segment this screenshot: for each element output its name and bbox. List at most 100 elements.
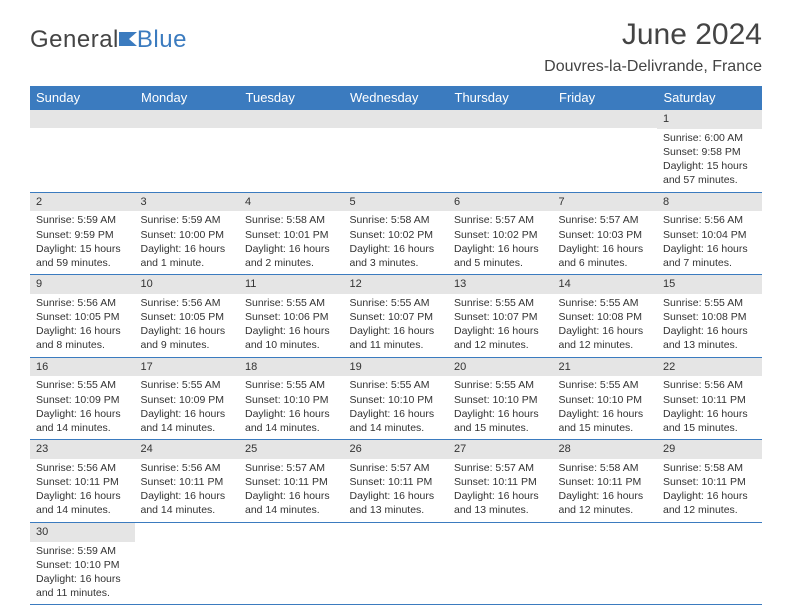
sunset-line: Sunset: 10:08 PM: [559, 310, 652, 324]
sunrise-line: Sunrise: 5:56 AM: [663, 213, 756, 227]
day-details: Sunrise: 5:55 AMSunset: 10:07 PMDaylight…: [344, 294, 449, 357]
weekday-header: Monday: [135, 86, 240, 110]
flag-icon: [117, 29, 139, 52]
daylight-line: Daylight: 16 hours and 15 minutes.: [559, 407, 652, 435]
day-details: Sunrise: 5:57 AMSunset: 10:11 PMDaylight…: [239, 459, 344, 522]
calendar-day-cell: 28Sunrise: 5:58 AMSunset: 10:11 PMDaylig…: [553, 440, 658, 523]
daylight-line: Daylight: 16 hours and 12 minutes.: [663, 489, 756, 517]
sunset-line: Sunset: 9:58 PM: [663, 145, 756, 159]
calendar-day-cell: 15Sunrise: 5:55 AMSunset: 10:08 PMDaylig…: [657, 275, 762, 358]
day-number: 5: [344, 193, 449, 212]
calendar-empty-cell: [135, 110, 240, 193]
calendar-day-cell: 17Sunrise: 5:55 AMSunset: 10:09 PMDaylig…: [135, 357, 240, 440]
weekday-header: Wednesday: [344, 86, 449, 110]
calendar-week-row: 23Sunrise: 5:56 AMSunset: 10:11 PMDaylig…: [30, 440, 762, 523]
calendar-empty-cell: [448, 110, 553, 193]
sunrise-line: Sunrise: 5:55 AM: [454, 378, 547, 392]
sunrise-line: Sunrise: 5:55 AM: [454, 296, 547, 310]
day-details: Sunrise: 5:58 AMSunset: 10:11 PMDaylight…: [657, 459, 762, 522]
day-number: 3: [135, 193, 240, 212]
calendar-table: SundayMondayTuesdayWednesdayThursdayFrid…: [30, 86, 762, 605]
sunset-line: Sunset: 10:09 PM: [36, 393, 129, 407]
calendar-empty-cell: [553, 522, 658, 605]
sunrise-line: Sunrise: 5:56 AM: [36, 296, 129, 310]
day-number: 11: [239, 275, 344, 294]
daylight-line: Daylight: 15 hours and 57 minutes.: [663, 159, 756, 187]
daylight-line: Daylight: 16 hours and 14 minutes.: [36, 407, 129, 435]
calendar-day-cell: 8Sunrise: 5:56 AMSunset: 10:04 PMDayligh…: [657, 192, 762, 275]
sunrise-line: Sunrise: 5:55 AM: [141, 378, 234, 392]
calendar-day-cell: 5Sunrise: 5:58 AMSunset: 10:02 PMDayligh…: [344, 192, 449, 275]
calendar-empty-cell: [657, 522, 762, 605]
sunrise-line: Sunrise: 5:55 AM: [559, 378, 652, 392]
daylight-line: Daylight: 16 hours and 12 minutes.: [559, 489, 652, 517]
calendar-empty-cell: [344, 522, 449, 605]
sunrise-line: Sunrise: 5:59 AM: [36, 544, 129, 558]
day-details: Sunrise: 5:58 AMSunset: 10:01 PMDaylight…: [239, 211, 344, 274]
calendar-day-cell: 19Sunrise: 5:55 AMSunset: 10:10 PMDaylig…: [344, 357, 449, 440]
calendar-day-cell: 22Sunrise: 5:56 AMSunset: 10:11 PMDaylig…: [657, 357, 762, 440]
calendar-day-cell: 2Sunrise: 5:59 AMSunset: 9:59 PMDaylight…: [30, 192, 135, 275]
day-number: 22: [657, 358, 762, 377]
sunset-line: Sunset: 10:10 PM: [350, 393, 443, 407]
daylight-line: Daylight: 15 hours and 59 minutes.: [36, 242, 129, 270]
day-details: Sunrise: 5:59 AMSunset: 10:10 PMDaylight…: [30, 542, 135, 605]
day-number: 29: [657, 440, 762, 459]
day-details: Sunrise: 5:59 AMSunset: 9:59 PMDaylight:…: [30, 211, 135, 274]
logo-text-2: Blue: [137, 26, 187, 54]
day-details: Sunrise: 5:55 AMSunset: 10:07 PMDaylight…: [448, 294, 553, 357]
calendar-day-cell: 20Sunrise: 5:55 AMSunset: 10:10 PMDaylig…: [448, 357, 553, 440]
day-details: Sunrise: 5:55 AMSunset: 10:09 PMDaylight…: [135, 376, 240, 439]
calendar-day-cell: 3Sunrise: 5:59 AMSunset: 10:00 PMDayligh…: [135, 192, 240, 275]
day-number: 8: [657, 193, 762, 212]
day-number: 19: [344, 358, 449, 377]
day-number: 14: [553, 275, 658, 294]
calendar-day-cell: 24Sunrise: 5:56 AMSunset: 10:11 PMDaylig…: [135, 440, 240, 523]
calendar-empty-cell: [135, 522, 240, 605]
daylight-line: Daylight: 16 hours and 1 minute.: [141, 242, 234, 270]
daylight-line: Daylight: 16 hours and 3 minutes.: [350, 242, 443, 270]
day-details: Sunrise: 5:55 AMSunset: 10:10 PMDaylight…: [448, 376, 553, 439]
sunset-line: Sunset: 10:00 PM: [141, 228, 234, 242]
sunset-line: Sunset: 10:10 PM: [245, 393, 338, 407]
sunrise-line: Sunrise: 5:58 AM: [245, 213, 338, 227]
empty-daynum-bar: [135, 110, 240, 128]
weekday-header: Tuesday: [239, 86, 344, 110]
day-details: Sunrise: 5:56 AMSunset: 10:05 PMDaylight…: [30, 294, 135, 357]
sunset-line: Sunset: 10:11 PM: [245, 475, 338, 489]
day-details: Sunrise: 5:57 AMSunset: 10:03 PMDaylight…: [553, 211, 658, 274]
weekday-header: Saturday: [657, 86, 762, 110]
calendar-day-cell: 11Sunrise: 5:55 AMSunset: 10:06 PMDaylig…: [239, 275, 344, 358]
sunrise-line: Sunrise: 5:59 AM: [141, 213, 234, 227]
calendar-day-cell: 27Sunrise: 5:57 AMSunset: 10:11 PMDaylig…: [448, 440, 553, 523]
day-number: 6: [448, 193, 553, 212]
sunset-line: Sunset: 10:02 PM: [454, 228, 547, 242]
logo: General Blue: [30, 26, 187, 54]
daylight-line: Daylight: 16 hours and 14 minutes.: [245, 489, 338, 517]
calendar-day-cell: 30Sunrise: 5:59 AMSunset: 10:10 PMDaylig…: [30, 522, 135, 605]
sunset-line: Sunset: 10:11 PM: [454, 475, 547, 489]
day-number: 25: [239, 440, 344, 459]
sunrise-line: Sunrise: 5:56 AM: [36, 461, 129, 475]
sunset-line: Sunset: 10:05 PM: [141, 310, 234, 324]
daylight-line: Daylight: 16 hours and 14 minutes.: [350, 407, 443, 435]
sunrise-line: Sunrise: 5:55 AM: [663, 296, 756, 310]
calendar-empty-cell: [239, 522, 344, 605]
calendar-day-cell: 12Sunrise: 5:55 AMSunset: 10:07 PMDaylig…: [344, 275, 449, 358]
weekday-header: Sunday: [30, 86, 135, 110]
empty-daynum-bar: [553, 110, 658, 128]
day-number: 27: [448, 440, 553, 459]
empty-daynum-bar: [448, 110, 553, 128]
daylight-line: Daylight: 16 hours and 10 minutes.: [245, 324, 338, 352]
daylight-line: Daylight: 16 hours and 15 minutes.: [454, 407, 547, 435]
daylight-line: Daylight: 16 hours and 12 minutes.: [454, 324, 547, 352]
weekday-header: Thursday: [448, 86, 553, 110]
daylight-line: Daylight: 16 hours and 5 minutes.: [454, 242, 547, 270]
calendar-day-cell: 14Sunrise: 5:55 AMSunset: 10:08 PMDaylig…: [553, 275, 658, 358]
day-number: 17: [135, 358, 240, 377]
calendar-day-cell: 26Sunrise: 5:57 AMSunset: 10:11 PMDaylig…: [344, 440, 449, 523]
day-details: Sunrise: 5:56 AMSunset: 10:04 PMDaylight…: [657, 211, 762, 274]
day-number: 1: [657, 110, 762, 129]
calendar-body: 1Sunrise: 6:00 AMSunset: 9:58 PMDaylight…: [30, 110, 762, 605]
day-details: Sunrise: 5:57 AMSunset: 10:11 PMDaylight…: [448, 459, 553, 522]
